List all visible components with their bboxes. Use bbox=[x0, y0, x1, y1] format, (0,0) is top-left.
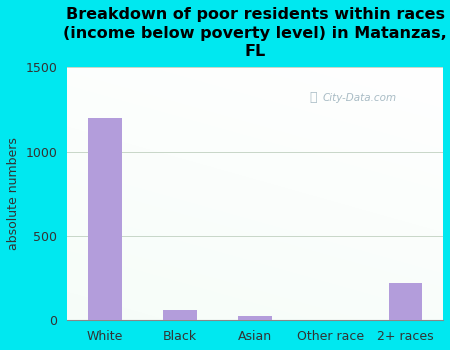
Bar bbox=[238, 316, 272, 320]
Bar bbox=[163, 310, 197, 320]
Title: Breakdown of poor residents within races
(income below poverty level) in Matanza: Breakdown of poor residents within races… bbox=[63, 7, 447, 59]
Bar bbox=[88, 118, 122, 320]
Bar bbox=[388, 283, 423, 320]
Y-axis label: absolute numbers: absolute numbers bbox=[7, 137, 20, 250]
Text: City-Data.com: City-Data.com bbox=[323, 93, 397, 103]
Text: ⦿: ⦿ bbox=[310, 91, 317, 104]
